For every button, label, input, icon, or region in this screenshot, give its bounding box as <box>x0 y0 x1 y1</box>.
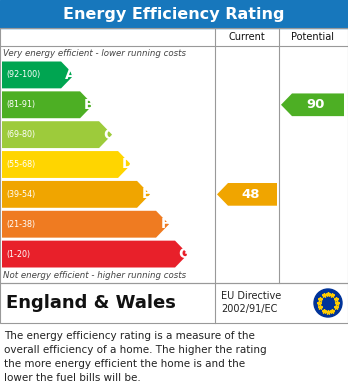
Bar <box>0 0 348 28</box>
Text: 48: 48 <box>241 188 260 201</box>
Text: (81-91): (81-91) <box>6 100 35 109</box>
Text: (69-80): (69-80) <box>6 130 35 139</box>
Circle shape <box>314 289 342 317</box>
Text: F: F <box>160 217 170 231</box>
Text: C: C <box>103 127 113 142</box>
Text: overall efficiency of a home. The higher the rating: overall efficiency of a home. The higher… <box>4 345 267 355</box>
Text: (39-54): (39-54) <box>6 190 35 199</box>
Text: (1-20): (1-20) <box>6 249 30 258</box>
Polygon shape <box>2 91 93 118</box>
Text: Energy Efficiency Rating: Energy Efficiency Rating <box>63 7 285 22</box>
Bar <box>0 283 348 323</box>
Text: 90: 90 <box>307 98 325 111</box>
Polygon shape <box>217 183 277 206</box>
Text: England & Wales: England & Wales <box>6 294 176 312</box>
Polygon shape <box>2 61 74 88</box>
Polygon shape <box>2 240 188 267</box>
Polygon shape <box>2 181 150 208</box>
Text: 2002/91/EC: 2002/91/EC <box>221 304 277 314</box>
Text: Current: Current <box>229 32 266 42</box>
Polygon shape <box>281 93 344 116</box>
Text: (55-68): (55-68) <box>6 160 35 169</box>
Polygon shape <box>2 211 169 238</box>
Text: (92-100): (92-100) <box>6 70 40 79</box>
Text: G: G <box>179 247 190 261</box>
Text: The energy efficiency rating is a measure of the: The energy efficiency rating is a measur… <box>4 331 255 341</box>
Text: Potential: Potential <box>291 32 334 42</box>
Text: EU Directive: EU Directive <box>221 291 281 301</box>
Text: Not energy efficient - higher running costs: Not energy efficient - higher running co… <box>3 271 186 280</box>
Text: (21-38): (21-38) <box>6 220 35 229</box>
Text: Very energy efficient - lower running costs: Very energy efficient - lower running co… <box>3 48 186 57</box>
Polygon shape <box>2 121 112 148</box>
Text: A: A <box>65 68 76 82</box>
Bar <box>0 28 348 283</box>
Text: E: E <box>141 187 151 201</box>
Text: B: B <box>84 98 95 112</box>
Text: D: D <box>121 158 133 172</box>
Text: lower the fuel bills will be.: lower the fuel bills will be. <box>4 373 141 383</box>
Text: the more energy efficient the home is and the: the more energy efficient the home is an… <box>4 359 245 369</box>
Polygon shape <box>2 151 131 178</box>
